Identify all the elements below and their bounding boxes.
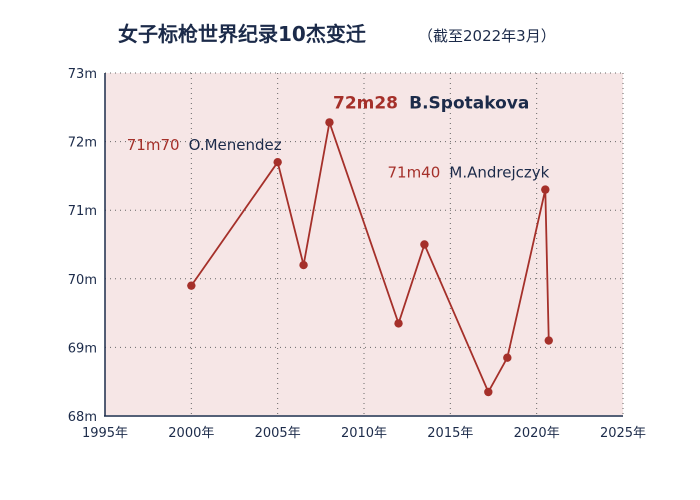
data-points bbox=[187, 118, 553, 397]
data-point bbox=[325, 118, 334, 127]
y-tick-label: 71m bbox=[68, 204, 97, 219]
x-tick-label: 2000年 bbox=[168, 426, 214, 441]
y-tick-label: 73m bbox=[68, 67, 97, 82]
chart-subtitle: （截至2022年3月） bbox=[418, 27, 556, 45]
x-tick-label: 2005年 bbox=[255, 426, 301, 441]
data-point bbox=[273, 157, 282, 167]
data-point bbox=[541, 185, 550, 194]
annotation-menendez: 71m70 O.Menendez bbox=[127, 135, 282, 154]
annotation-spotakova-name: B.Spotakova bbox=[409, 93, 529, 113]
annotation-andrejczyk: 71m40 M.Andrejczyk bbox=[387, 163, 549, 182]
y-tick-label: 69m bbox=[68, 341, 97, 356]
x-tick-label: 2015年 bbox=[427, 426, 473, 441]
data-point bbox=[544, 336, 553, 345]
series-line bbox=[190, 118, 550, 395]
tick-labels: 1995年 2000年 2005年 2010年 2015年 2020年 2025年 68m 69… bbox=[68, 67, 646, 441]
annotation-menendez-name: O.Menendez bbox=[189, 136, 282, 154]
gridlines bbox=[105, 72, 624, 416]
y-tick-label: 68m bbox=[68, 410, 97, 425]
x-tick-label: 2025年 bbox=[600, 426, 646, 441]
y-tick-label: 72m bbox=[68, 136, 97, 151]
data-point bbox=[299, 260, 308, 270]
x-tick-label: 2010年 bbox=[341, 426, 387, 441]
annotation-andrejczyk-name: M.Andrejczyk bbox=[449, 164, 549, 182]
data-point bbox=[503, 353, 512, 362]
data-point bbox=[394, 319, 403, 328]
x-tick-label: 2020年 bbox=[514, 426, 560, 441]
data-point bbox=[420, 240, 429, 249]
annotation-spotakova-value: 72m28 bbox=[333, 93, 398, 113]
annotation-andrejczyk-value: 71m40 bbox=[387, 164, 440, 182]
x-tick-label: 1995年 bbox=[82, 426, 128, 441]
data-point bbox=[187, 281, 196, 290]
annotation-spotakova: 72m28 B.Spotakova bbox=[333, 93, 529, 113]
data-point bbox=[484, 387, 493, 397]
chart-title: 女子标枪世界纪录10杰变迁 bbox=[118, 22, 366, 46]
annotation-menendez-value: 71m70 bbox=[127, 136, 180, 154]
y-tick-label: 70m bbox=[68, 273, 97, 288]
